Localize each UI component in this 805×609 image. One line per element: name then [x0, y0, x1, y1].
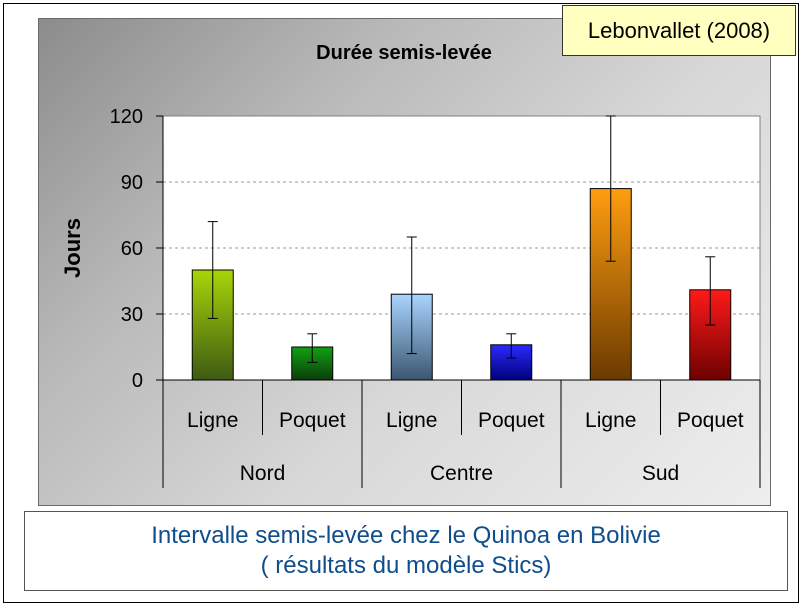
x-category-label: Poquet: [279, 409, 346, 432]
x-category-label: Ligne: [585, 409, 636, 432]
x-category-label: Ligne: [386, 409, 437, 432]
slide-frame: [3, 3, 799, 603]
y-axis-label: Jours: [60, 218, 85, 278]
x-category-label: Ligne: [187, 409, 238, 432]
chart-title: Durée semis-levée: [316, 42, 492, 64]
caption-box: Intervalle semis-levée chez le Quinoa en…: [24, 511, 788, 591]
y-tick-label: 0: [132, 370, 143, 392]
y-tick-label: 60: [121, 238, 143, 260]
x-group-label: Centre: [430, 462, 493, 485]
plot-area: [162, 115, 761, 381]
x-group-label: Sud: [642, 462, 679, 485]
caption-line-1: Intervalle semis-levée chez le Quinoa en…: [151, 522, 661, 549]
y-tick-label: 30: [121, 304, 143, 326]
x-group-label: Nord: [240, 462, 286, 485]
y-tick-label: 90: [121, 172, 143, 194]
bar-poquet-sud: [689, 289, 732, 381]
x-category-label: Poquet: [478, 409, 545, 432]
x-category-label: Poquet: [677, 409, 744, 432]
source-label: Lebonvallet (2008): [562, 5, 796, 56]
y-tick-label: 120: [110, 106, 143, 128]
caption-line-2: ( résultats du modèle Stics): [260, 552, 552, 579]
